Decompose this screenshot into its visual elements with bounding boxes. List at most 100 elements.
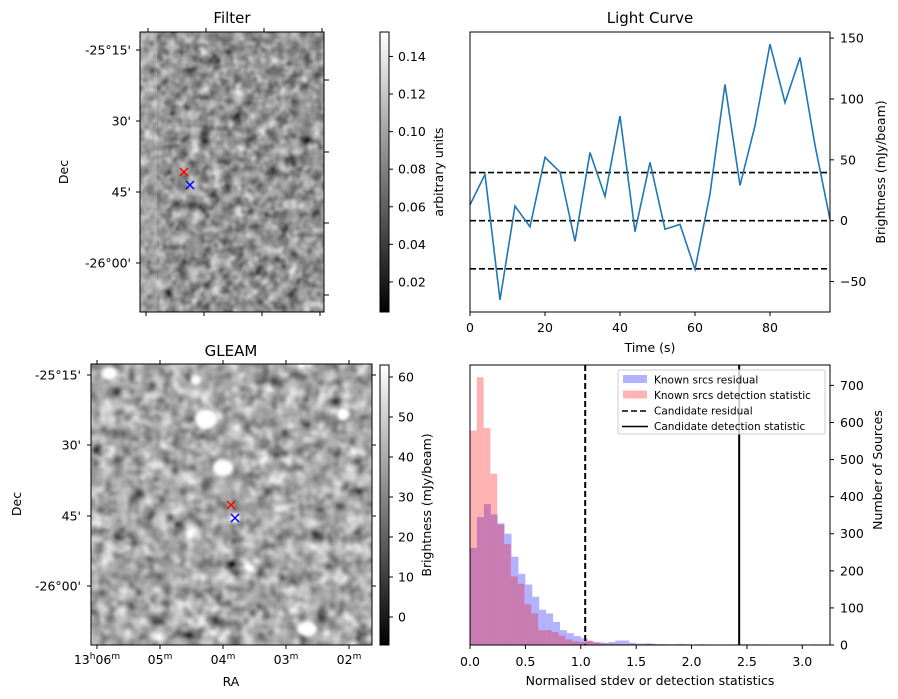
gleam-source <box>213 460 233 476</box>
light-curve-xtick-label: 60 <box>687 320 703 335</box>
histogram-xtick-label: 2.0 <box>682 654 702 669</box>
residual-histogram-bar <box>497 523 505 645</box>
histogram-panel: 0.0 0.5 1.0 1.5 2.0 2.5 3.0 0 100 200 300 400 500 60… <box>460 364 885 688</box>
histogram-xtick-label: 3.0 <box>792 654 812 669</box>
residual-histogram-bar <box>580 638 588 645</box>
detection-histogram-bar <box>476 377 484 645</box>
filter-ytick-label: -25°15' <box>85 43 131 58</box>
residual-histogram-bar <box>622 640 630 645</box>
light-curve-line <box>469 43 831 300</box>
detection-histogram-bar <box>524 604 532 645</box>
residual-histogram-bar <box>594 642 602 645</box>
filter-colorbar-tick-label: 0.04 <box>398 237 426 252</box>
histogram-ytick-label: 700 <box>840 378 864 393</box>
histogram-xtick-label: 1.0 <box>571 654 591 669</box>
gleam-colorbar-tick-label: 10 <box>398 570 414 585</box>
gleam-colorbar-tick-label: 50 <box>398 410 414 425</box>
blue-x-marker <box>185 180 195 190</box>
histogram-xlabel: Normalised stdev or detection statistics <box>526 673 775 688</box>
gleam-bright-sources <box>103 367 349 636</box>
gleam-colorbar-tick-label: 20 <box>398 530 414 545</box>
legend-label: Known srcs detection statistic <box>654 390 811 402</box>
light-curve-ytick-label: 100 <box>840 91 864 106</box>
detection-histogram-bar <box>585 640 593 645</box>
filter-ytick-label: -26°00' <box>85 256 131 271</box>
residual-histogram-bar <box>470 547 477 645</box>
gleam-source <box>337 408 349 420</box>
light-curve-xtick-label: 0 <box>466 320 474 335</box>
legend-entry: Candidate residual <box>622 406 753 418</box>
gleam-colorbar-tick-label: 60 <box>398 370 414 385</box>
detection-histogram-bar <box>626 643 634 645</box>
gleam-ytick-label: 45' <box>62 509 81 524</box>
detection-histogram-bar <box>517 583 525 645</box>
detection-histogram-bar <box>510 576 518 645</box>
light-curve-ytick-label: 150 <box>840 31 864 46</box>
detection-histogram-bar <box>558 635 566 645</box>
histogram-xtick-label: 0.5 <box>515 654 535 669</box>
detection-histogram-bar <box>551 632 559 645</box>
gleam-ytick-label: 30' <box>62 438 81 453</box>
histogram-xtick-label: 0.0 <box>460 654 480 669</box>
filter-colorbar-tick-label: 0.14 <box>398 49 426 64</box>
filter-colorbar-tick-label: 0.06 <box>398 199 426 214</box>
detection-histogram-bar <box>544 630 552 645</box>
residual-histogram-bar <box>560 630 567 645</box>
detection-histogram-bar <box>497 524 505 645</box>
detection-histogram-bar <box>470 430 477 645</box>
gleam-frame <box>90 363 373 646</box>
gleam-colorbar-label: Brightness (mJy/beam) <box>419 433 434 576</box>
histogram-legend: Known srcs residual Known srcs detection … <box>617 369 826 435</box>
detection-histogram-bar <box>592 642 600 645</box>
residual-histogram-bar <box>608 642 616 645</box>
red-x-marker <box>226 500 236 510</box>
legend-box <box>617 369 826 435</box>
gleam-ytick-label: -25°15' <box>35 368 81 383</box>
detection-histogram-bar <box>606 643 614 645</box>
filter-colorbar-tick-label: 0.12 <box>398 87 426 102</box>
light-curve-title: Light Curve <box>607 9 693 27</box>
filter-panel: Filter -25°15' 30' 45' -26°00' Dec 0.02 0.04… <box>56 9 446 316</box>
legend-swatch <box>623 390 647 399</box>
gleam-colorbar-tick-label: 40 <box>398 450 414 465</box>
filter-colorbar-label: arbitrary units <box>431 127 446 216</box>
residual-histogram-bar <box>553 622 560 645</box>
detection-histogram-bar <box>599 643 607 645</box>
gleam-xtick-label: 13h06m <box>74 652 120 667</box>
detection-histogram-bar <box>538 630 545 645</box>
residual-histogram-bar <box>601 642 609 645</box>
histogram-ytick-label: 0 <box>840 638 848 653</box>
residual-histogram-bar <box>490 514 498 645</box>
gleam-colorbar-tick-label: 0 <box>398 610 406 625</box>
gleam-source <box>297 622 317 636</box>
filter-title: Filter <box>213 9 251 27</box>
light-curve-ytick-label: 50 <box>840 152 856 167</box>
light-curve-ytick-label: −50 <box>840 274 866 289</box>
histogram-ytick-label: 600 <box>840 415 864 430</box>
detection-histogram-bar <box>565 639 573 645</box>
gleam-colorbar-tick-label: 30 <box>398 490 414 505</box>
blue-x-marker <box>230 513 240 523</box>
filter-ytick-label: 30' <box>112 114 131 129</box>
residual-histogram-bar <box>546 613 554 645</box>
residual-histogram-bar <box>518 573 526 645</box>
residual-histogram-bar <box>476 517 484 645</box>
light-curve-xlabel: Time (s) <box>624 340 676 355</box>
legend-entry: Known srcs detection statistic <box>623 390 811 402</box>
light-curve-frame <box>469 31 831 313</box>
residual-histogram-bar <box>539 609 547 645</box>
detection-histogram-bar <box>483 428 491 645</box>
residual-histogram-bar <box>629 642 637 645</box>
gleam-xtick-label: 03m <box>274 652 299 667</box>
gleam-ytick-label: -26°00' <box>35 579 81 594</box>
detection-histogram-bar <box>647 643 654 645</box>
residual-histogram-bar <box>636 643 644 645</box>
detection-histogram-bar <box>490 473 498 645</box>
residual-histogram-bar <box>483 504 491 645</box>
histogram-ylabel: Number of Sources <box>870 410 885 530</box>
residual-histogram-bar <box>677 643 685 645</box>
detection-histogram-bar <box>531 613 539 645</box>
light-curve-xtick-label: 20 <box>537 320 553 335</box>
light-curve-panel: Light Curve 0 20 40 60 80 −50 0 50 100 150 Time … <box>466 9 888 355</box>
gleam-source <box>191 375 201 385</box>
